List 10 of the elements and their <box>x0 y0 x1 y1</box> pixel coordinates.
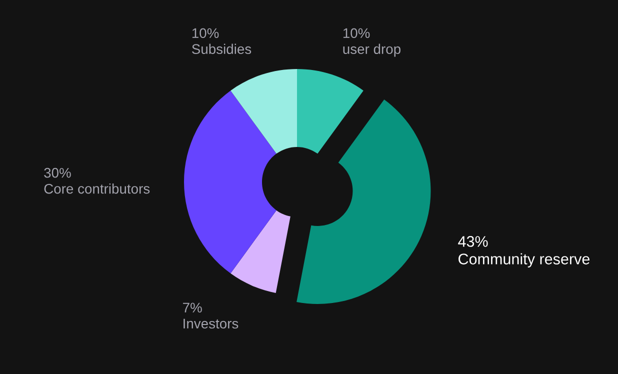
slice-label: Investors <box>184 318 238 329</box>
data-label: 10% <box>192 28 219 38</box>
data-label: 30% <box>44 168 71 178</box>
slice-label: Core contributors <box>44 184 150 194</box>
slice-label: Subsidies <box>192 44 252 54</box>
data-label: 10% <box>343 28 370 38</box>
slice-label: Community reserve <box>458 253 590 268</box>
data-label: 43% <box>458 236 488 247</box>
slice-label: user drop <box>343 44 400 57</box>
data-label: 7% <box>183 302 202 313</box>
